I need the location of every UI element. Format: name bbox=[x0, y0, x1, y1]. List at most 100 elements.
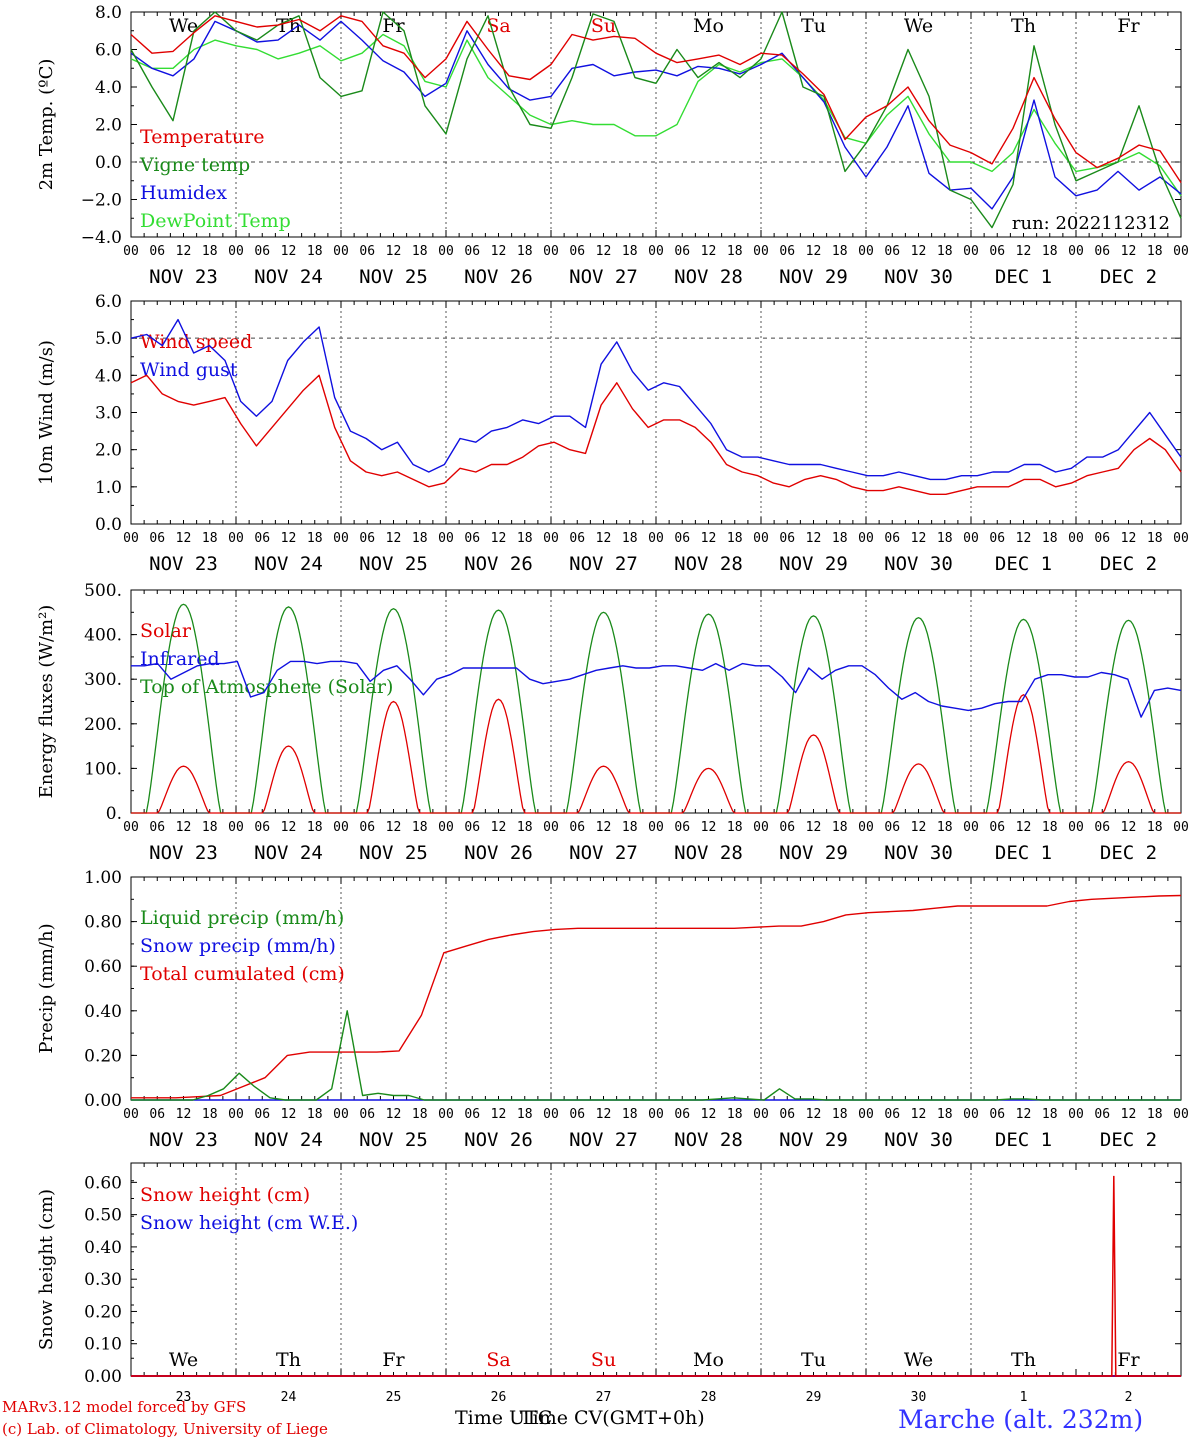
hour-tick-label: 06 bbox=[569, 531, 585, 546]
hour-tick-label: 12 bbox=[911, 1107, 927, 1122]
hour-tick-label: 00 bbox=[123, 1107, 139, 1122]
hour-tick-label: 06 bbox=[989, 244, 1005, 259]
hour-tick-label: 00 bbox=[1173, 531, 1189, 546]
series-temperature bbox=[130, 15, 1182, 183]
hour-tick-label: 06 bbox=[989, 1107, 1005, 1122]
day-number-label: 25 bbox=[386, 1390, 402, 1405]
y-tick-label: 0. bbox=[106, 804, 122, 824]
hour-tick-label: 00 bbox=[1173, 820, 1189, 835]
y-tick-label: 4.0 bbox=[95, 366, 122, 386]
hour-tick-label: 06 bbox=[149, 244, 165, 259]
hour-tick-label: 06 bbox=[674, 820, 690, 835]
date-label: NOV 23 bbox=[149, 842, 218, 864]
hour-tick-label: 12 bbox=[1016, 531, 1032, 546]
legend-entry: Snow height (cm W.E.) bbox=[140, 1212, 358, 1234]
hour-tick-label: 06 bbox=[884, 244, 900, 259]
hour-tick-label: 18 bbox=[517, 531, 533, 546]
legend-entry: Humidex bbox=[140, 182, 227, 204]
y-tick-label: 100. bbox=[84, 759, 122, 779]
y-tick-label: 0.10 bbox=[84, 1335, 122, 1355]
hour-tick-label: 18 bbox=[307, 1107, 323, 1122]
date-label: DEC 2 bbox=[1100, 553, 1157, 575]
weekday-label: We bbox=[169, 1349, 198, 1371]
hour-tick-label: 18 bbox=[727, 1107, 743, 1122]
hour-tick-label: 00 bbox=[438, 244, 454, 259]
hour-tick-label: 00 bbox=[963, 820, 979, 835]
hour-tick-label: 12 bbox=[386, 531, 402, 546]
hour-tick-label: 12 bbox=[491, 820, 507, 835]
hour-tick-label: 18 bbox=[412, 820, 428, 835]
hour-tick-label: 00 bbox=[333, 1107, 349, 1122]
hour-tick-label: 00 bbox=[1068, 1107, 1084, 1122]
hour-tick-label: 06 bbox=[779, 820, 795, 835]
hour-tick-label: 18 bbox=[622, 820, 638, 835]
hour-tick-label: 12 bbox=[701, 531, 717, 546]
hour-tick-label: 12 bbox=[491, 244, 507, 259]
date-label: NOV 26 bbox=[464, 1129, 533, 1151]
hour-tick-label: 06 bbox=[464, 1107, 480, 1122]
hour-tick-label: 12 bbox=[596, 244, 612, 259]
hour-tick-label: 00 bbox=[1068, 244, 1084, 259]
y-tick-label: 0.40 bbox=[84, 1002, 122, 1022]
hour-tick-label: 00 bbox=[333, 531, 349, 546]
day-number-label: 28 bbox=[701, 1390, 717, 1405]
hour-tick-label: 18 bbox=[937, 820, 953, 835]
hour-tick-label: 12 bbox=[701, 820, 717, 835]
date-label: NOV 25 bbox=[359, 842, 428, 864]
hour-tick-label: 18 bbox=[307, 244, 323, 259]
hour-tick-label: 00 bbox=[1173, 1107, 1189, 1122]
y-tick-label: 200. bbox=[84, 715, 122, 735]
hour-tick-label: 06 bbox=[254, 820, 270, 835]
series-dewpoint-temp bbox=[130, 33, 1182, 197]
hour-tick-label: 18 bbox=[412, 1107, 428, 1122]
weekday-label: Tu bbox=[801, 1349, 826, 1371]
hour-tick-label: 06 bbox=[254, 244, 270, 259]
hour-tick-label: 18 bbox=[202, 531, 218, 546]
y-tick-label: 2.0 bbox=[95, 116, 122, 136]
hour-tick-label: 18 bbox=[937, 531, 953, 546]
hour-tick-label: 00 bbox=[963, 1107, 979, 1122]
y-tick-label: 3.0 bbox=[95, 404, 122, 424]
date-label: NOV 28 bbox=[674, 553, 743, 575]
legend-entry: Temperature bbox=[140, 126, 264, 148]
date-label: NOV 30 bbox=[884, 842, 953, 864]
weekday-label: Sa bbox=[486, 15, 510, 37]
y-tick-label: 0.60 bbox=[84, 957, 122, 977]
y-tick-label: 4.0 bbox=[95, 78, 122, 98]
hour-tick-label: 00 bbox=[753, 531, 769, 546]
hour-tick-label: 18 bbox=[832, 244, 848, 259]
series-wind-gust bbox=[130, 318, 1182, 481]
legend-entry: DewPoint Temp bbox=[140, 210, 291, 232]
hour-tick-label: 00 bbox=[648, 531, 664, 546]
hour-tick-label: 12 bbox=[386, 244, 402, 259]
weekday-label: Th bbox=[1011, 15, 1036, 37]
hour-tick-label: 00 bbox=[123, 244, 139, 259]
hour-tick-label: 00 bbox=[858, 1107, 874, 1122]
y-tick-label: 0.60 bbox=[84, 1173, 122, 1193]
weekday-label: Sa bbox=[486, 1349, 510, 1371]
hour-tick-label: 00 bbox=[333, 244, 349, 259]
weekday-label: We bbox=[904, 1349, 933, 1371]
hour-tick-label: 06 bbox=[779, 244, 795, 259]
weekday-label: Fr bbox=[382, 15, 405, 37]
date-label: NOV 25 bbox=[359, 1129, 428, 1151]
hour-tick-label: 00 bbox=[858, 531, 874, 546]
hour-tick-label: 12 bbox=[491, 531, 507, 546]
date-label: NOV 28 bbox=[674, 266, 743, 288]
legend-entry: Total cumulated (cm) bbox=[140, 963, 345, 985]
hour-tick-label: 12 bbox=[1121, 244, 1137, 259]
hour-tick-label: 18 bbox=[727, 531, 743, 546]
hour-tick-label: 18 bbox=[517, 1107, 533, 1122]
hour-tick-label: 06 bbox=[359, 244, 375, 259]
hour-tick-label: 06 bbox=[1094, 531, 1110, 546]
hour-tick-label: 00 bbox=[438, 1107, 454, 1122]
hour-tick-label: 18 bbox=[622, 244, 638, 259]
hour-tick-label: 12 bbox=[806, 1107, 822, 1122]
hour-tick-label: 12 bbox=[911, 820, 927, 835]
hour-tick-label: 06 bbox=[464, 244, 480, 259]
hour-tick-label: 12 bbox=[1121, 1107, 1137, 1122]
hour-tick-label: 18 bbox=[202, 1107, 218, 1122]
y-axis-label: Energy fluxes (W/m²) bbox=[36, 605, 57, 799]
y-axis-label: Precip (mm/h) bbox=[36, 923, 57, 1053]
